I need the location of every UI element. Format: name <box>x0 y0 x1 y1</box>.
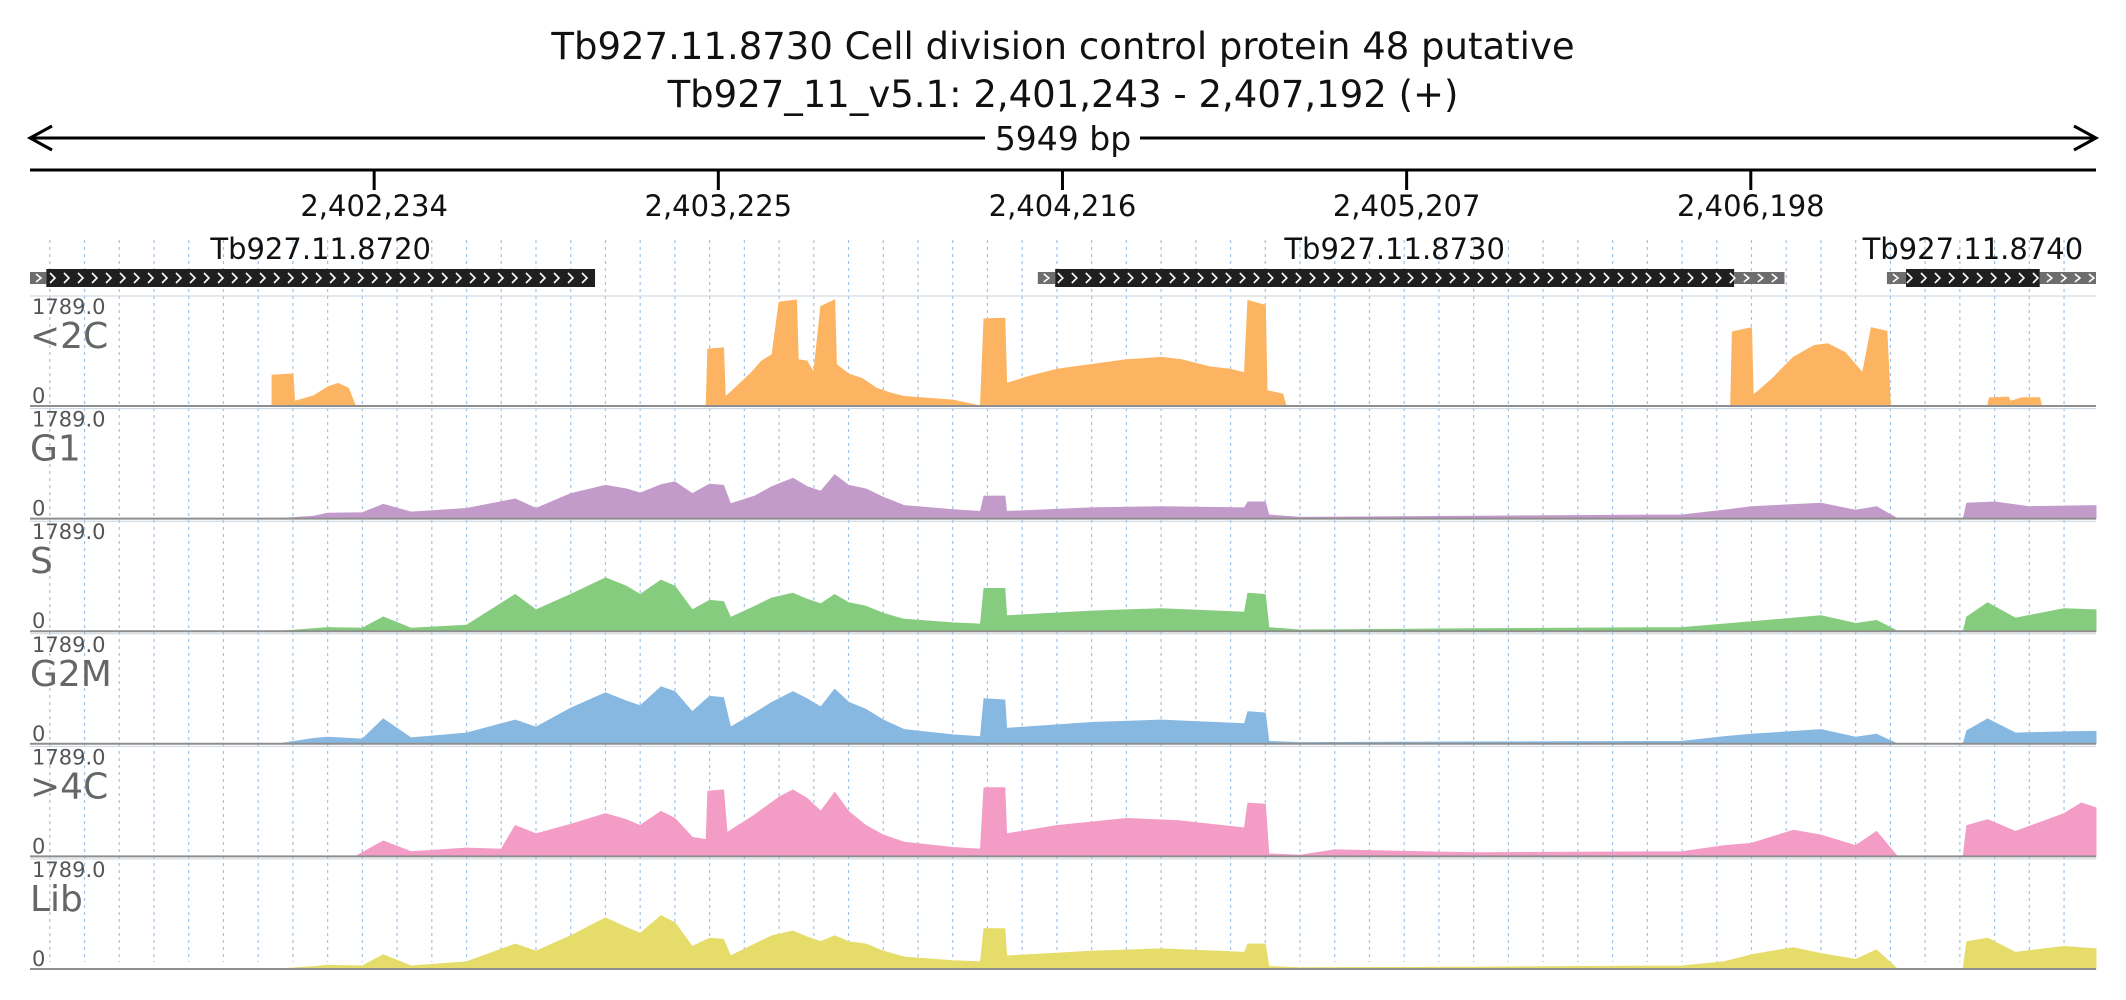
track-ymax-label: 1789.0 <box>32 295 105 319</box>
coverage-track: 1789.0S 0 <box>30 520 2097 633</box>
arrowhead-right-icon <box>2073 124 2100 152</box>
gene-label: Tb927.11.8730 <box>1283 232 1505 266</box>
coverage-area <box>278 915 2097 970</box>
coverage-track: 1789.0G1 0 <box>30 408 2097 521</box>
gene-model[interactable]: Tb927.11.8740 <box>1862 232 2096 287</box>
track-ymin-label: 0 <box>32 497 45 521</box>
gene-model[interactable]: Tb927.11.8730 <box>1037 232 1785 287</box>
gene-label: Tb927.11.8720 <box>209 232 431 266</box>
track-ymin-label: 0 <box>32 834 45 858</box>
coordinate-axis: 2,402,234 2,403,225 2,404,216 2,405,207 2,40… <box>30 168 2096 223</box>
track-name: G2M <box>30 654 112 695</box>
axis-tick-label: 2,404,216 <box>989 189 1137 223</box>
gene-utr-3 <box>2039 272 2096 284</box>
track-ymin-label: 0 <box>32 609 45 633</box>
gene-utr-5 <box>1886 272 1907 284</box>
track-name: <2C <box>30 316 108 357</box>
strand-chevron-icon <box>35 272 589 284</box>
header: Tb927.11.8730 Cell division control prot… <box>550 25 1574 116</box>
gene-model[interactable]: Tb927.11.8720 <box>30 232 596 287</box>
strand-chevron-icon <box>1892 272 2096 284</box>
track-ymin-label: 0 <box>32 947 45 971</box>
coverage-track: 1789.0<2C 0 <box>30 295 2096 408</box>
arrowhead-left-icon <box>26 124 53 152</box>
gene-title: Tb927.11.8730 Cell division control prot… <box>550 25 1574 68</box>
axis-tick-label: 2,403,225 <box>645 189 793 223</box>
coverage-area <box>271 299 2042 407</box>
track-name: Lib <box>30 879 83 920</box>
coverage-area <box>278 577 2097 632</box>
span-length: 5949 bp <box>995 119 1131 158</box>
coverage-area <box>354 787 2097 857</box>
axis-tick-label: 2,405,207 <box>1333 189 1481 223</box>
axis-tick-label: 2,402,234 <box>300 189 448 223</box>
track-ymin-label: 0 <box>32 384 45 408</box>
track-ymax-label: 1789.0 <box>32 408 105 432</box>
coverage-track: 1789.0>4C 0 <box>30 745 2097 858</box>
track-ymax-label: 1789.0 <box>32 633 105 657</box>
coverage-area <box>278 474 2097 520</box>
track-ymax-label: 1789.0 <box>32 745 105 769</box>
track-name: S <box>30 541 53 582</box>
span-ruler: 5949 bp <box>26 119 2100 158</box>
track-name: G1 <box>30 429 81 470</box>
coverage-tracks: 1789.0<2C01789.0G101789.0S01789.0G2M0178… <box>30 295 2097 971</box>
gene-cds <box>1055 269 1735 287</box>
gene-utr-5 <box>1037 272 1056 284</box>
track-ymin-label: 0 <box>32 722 45 746</box>
coverage-area <box>278 686 2097 745</box>
strand-chevron-icon <box>1043 272 1779 284</box>
track-ymax-label: 1789.0 <box>32 858 105 882</box>
track-name: >4C <box>30 766 108 807</box>
gene-utr-5 <box>30 272 47 284</box>
track-ymax-label: 1789.0 <box>32 520 105 544</box>
gene-label: Tb927.11.8740 <box>1862 232 2084 266</box>
locus-range: Tb927_11_v5.1: 2,401,243 - 2,407,192 (+) <box>667 73 1459 116</box>
axis-tick-label: 2,406,198 <box>1677 189 1825 223</box>
